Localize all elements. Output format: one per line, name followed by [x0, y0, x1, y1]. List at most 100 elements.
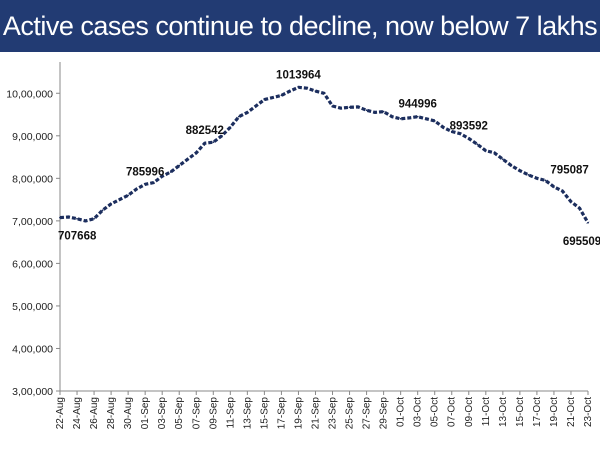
data-point — [553, 185, 555, 188]
series-line-active-cases — [59, 85, 590, 224]
data-point — [544, 179, 547, 182]
x-tick-label: 01-Oct — [396, 397, 407, 427]
x-tick-label: 21-Sep — [310, 397, 321, 430]
data-point — [561, 190, 564, 192]
data-label: 1013964 — [276, 69, 321, 81]
data-point — [399, 117, 402, 120]
data-point — [263, 98, 266, 101]
x-tick-label: 07-Oct — [447, 397, 458, 427]
data-point — [118, 198, 121, 201]
data-point — [467, 137, 470, 140]
data-point — [348, 106, 351, 109]
data-point — [144, 183, 147, 186]
data-point — [501, 158, 504, 161]
data-label: 795087 — [550, 164, 588, 176]
x-tick-label: 19-Sep — [293, 397, 304, 430]
data-point — [254, 105, 257, 107]
data-point — [365, 109, 368, 112]
x-tick-label: 26-Aug — [89, 397, 100, 429]
data-point — [382, 110, 385, 113]
data-point — [186, 158, 189, 161]
data-point — [527, 174, 530, 176]
x-tick-label: 11-Sep — [225, 397, 236, 429]
data-point — [203, 142, 206, 145]
data-point — [212, 141, 215, 144]
data-point — [280, 94, 283, 97]
data-point — [493, 151, 496, 154]
data-point — [357, 105, 359, 108]
data-point — [450, 130, 453, 133]
y-tick-label: 8,00,000 — [12, 173, 53, 185]
x-tick-label: 27-Sep — [362, 397, 373, 430]
x-tick-label: 01-Sep — [140, 397, 151, 430]
data-point — [93, 217, 95, 220]
x-tick-label: 30-Aug — [123, 397, 134, 429]
data-point — [135, 188, 138, 190]
data-label: 785996 — [126, 166, 164, 178]
x-tick-label: 03-Oct — [413, 397, 424, 427]
data-point — [416, 115, 419, 118]
data-point — [374, 111, 376, 114]
data-point — [425, 117, 428, 120]
x-tick-label: 07-Sep — [191, 397, 202, 430]
x-tick-label: 05-Oct — [430, 397, 441, 427]
data-point — [59, 216, 61, 219]
x-tick-label: 13-Oct — [498, 397, 509, 427]
data-point — [297, 86, 300, 89]
data-point — [484, 149, 487, 152]
data-label: 944996 — [398, 99, 436, 111]
x-tick-label: 17-Oct — [532, 397, 543, 427]
data-point — [314, 90, 317, 93]
x-tick-label: 23-Oct — [583, 397, 594, 427]
line-chart: 3,00,000 4,00,000 5,00,000 6,00,000 7,00,000… — [6, 62, 600, 430]
y-tick-label: 7,00,000 — [12, 216, 53, 228]
data-label: 707668 — [58, 231, 97, 243]
data-point — [331, 105, 334, 107]
data-point — [442, 126, 445, 129]
x-tick-label: 15-Oct — [515, 397, 526, 427]
data-point — [536, 177, 538, 180]
y-tick-label: 9,00,000 — [12, 131, 53, 143]
x-tick-label: 05-Sep — [174, 397, 185, 430]
x-tick-label: 15-Sep — [259, 397, 270, 430]
data-point — [84, 219, 87, 222]
data-label: 695509 — [563, 236, 600, 248]
data-point — [127, 194, 130, 197]
data-point — [518, 169, 521, 172]
data-point — [110, 202, 112, 205]
data-point — [289, 90, 291, 93]
x-tick-label: 25-Sep — [345, 397, 356, 430]
data-point — [101, 209, 104, 212]
data-point — [570, 200, 572, 203]
data-point — [433, 120, 436, 122]
x-tick-label: 17-Sep — [276, 397, 287, 430]
data-point — [229, 126, 232, 129]
data-point — [195, 151, 198, 154]
x-tick-label: 09-Sep — [208, 397, 219, 430]
x-tick-label: 24-Aug — [72, 397, 83, 429]
data-point — [323, 92, 325, 95]
data-point — [237, 115, 240, 118]
data-label: 882542 — [186, 125, 224, 137]
x-tick-label: 21-Oct — [566, 397, 577, 427]
data-point — [76, 217, 78, 220]
x-tick-label: 23-Sep — [328, 397, 339, 430]
data-point — [391, 115, 394, 118]
data-point — [152, 181, 155, 184]
data-point — [246, 111, 249, 114]
x-tick-label: 19-Oct — [549, 397, 560, 427]
title-banner: Active cases continue to decline, now be… — [0, 0, 600, 52]
data-point — [272, 96, 274, 99]
data-point — [306, 87, 308, 90]
data-point — [408, 117, 411, 119]
y-tick-label: 5,00,000 — [12, 301, 53, 313]
data-point — [578, 207, 581, 210]
x-tick-label: 09-Oct — [464, 397, 475, 427]
x-tick-label: 28-Aug — [106, 397, 117, 429]
data-label: 893592 — [450, 121, 488, 133]
data-point — [340, 107, 342, 110]
x-tick-label: 22-Aug — [55, 397, 66, 429]
x-tick-label: 03-Sep — [157, 397, 168, 430]
y-tick-label: 3,00,000 — [12, 386, 53, 398]
data-point — [587, 221, 589, 224]
